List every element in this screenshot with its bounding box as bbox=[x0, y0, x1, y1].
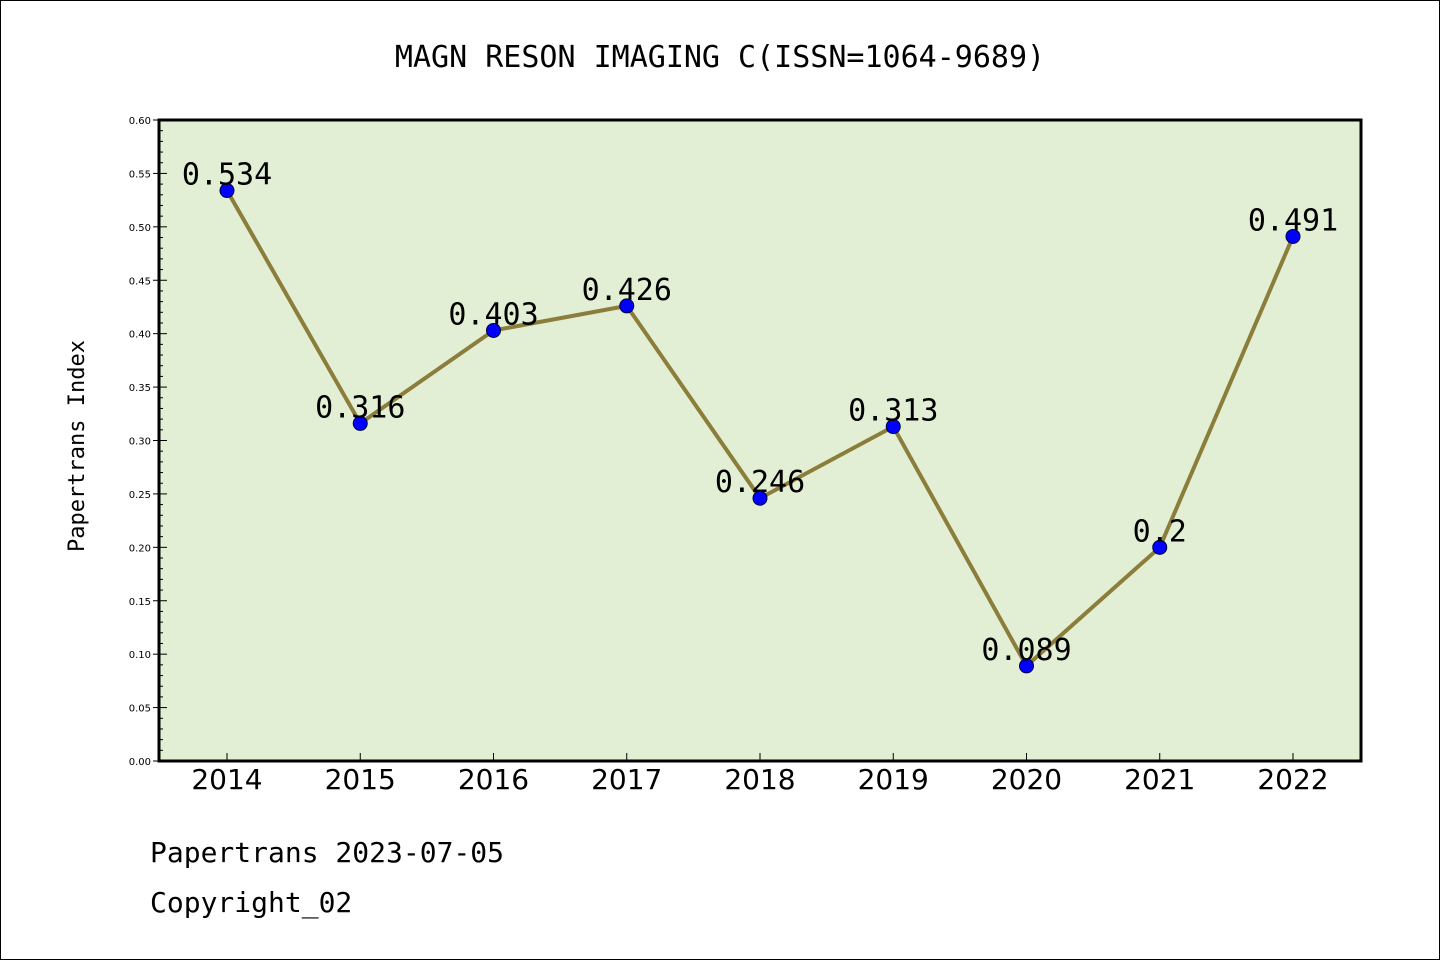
y-tick-label: 0.15 bbox=[129, 597, 151, 608]
footer-copyright: Copyright_02 bbox=[150, 886, 353, 919]
y-tick-label: 0.55 bbox=[129, 169, 151, 180]
data-label: 0.534 bbox=[182, 158, 272, 193]
data-point-marker bbox=[619, 298, 635, 314]
data-labels: 0.534 0.316 0.403 0.426 0.246 0.313 0.089 0.2 0.… bbox=[182, 158, 1338, 668]
x-tick-label: 2017 bbox=[591, 763, 662, 796]
y-axis-ticks: 0.00 0.05 0.10 0.15 0.20 0.25 0.30 0.35 0.40 0.45… bbox=[129, 116, 159, 768]
y-tick-label: 0.40 bbox=[129, 330, 151, 341]
y-tick-label: 0.00 bbox=[129, 757, 151, 768]
data-point-marker bbox=[1285, 228, 1301, 244]
x-tick-label: 2019 bbox=[858, 763, 929, 796]
x-tick-label: 2022 bbox=[1257, 763, 1328, 796]
y-tick-label: 0.10 bbox=[129, 650, 151, 661]
x-tick-label: 2015 bbox=[325, 763, 396, 796]
data-point-marker bbox=[885, 419, 901, 435]
x-axis-ticks: 2014 2015 2016 2017 2018 2019 2020 2021 2022 bbox=[191, 753, 1329, 796]
data-label: 0.313 bbox=[848, 394, 938, 429]
y-tick-label: 0.50 bbox=[129, 223, 151, 234]
data-point-marker bbox=[486, 322, 501, 338]
y-axis-label: Papertrans Index bbox=[65, 340, 90, 552]
data-label: 0.491 bbox=[1248, 203, 1338, 238]
chart-title: MAGN RESON IMAGING C(ISSN=1064-9689) bbox=[395, 40, 1045, 75]
y-tick-label: 0.35 bbox=[129, 383, 151, 394]
series-markers bbox=[219, 183, 1301, 674]
x-tick-label: 2018 bbox=[724, 763, 795, 796]
data-label: 0.426 bbox=[582, 273, 672, 308]
footer-date: Papertrans 2023-07-05 bbox=[150, 836, 505, 869]
y-tick-label: 0.25 bbox=[129, 490, 151, 501]
data-label: 0.089 bbox=[981, 633, 1071, 668]
y-tick-label: 0.45 bbox=[129, 276, 151, 287]
x-tick-label: 2020 bbox=[991, 763, 1062, 796]
x-tick-label: 2014 bbox=[191, 763, 262, 796]
y-tick-label: 0.20 bbox=[129, 543, 151, 554]
plot-area bbox=[159, 120, 1361, 761]
data-point-marker bbox=[1152, 539, 1168, 555]
data-point-marker bbox=[352, 415, 368, 431]
data-label: 0.246 bbox=[715, 465, 805, 500]
plot-border bbox=[157, 118, 1363, 763]
data-point-marker bbox=[219, 183, 235, 199]
data-point-marker bbox=[752, 490, 768, 506]
data-point-marker bbox=[1019, 658, 1034, 674]
data-label: 0.2 bbox=[1133, 514, 1187, 549]
data-label: 0.403 bbox=[448, 297, 538, 332]
data-label: 0.316 bbox=[315, 390, 405, 425]
y-tick-label: 0.30 bbox=[129, 437, 151, 448]
x-tick-label: 2016 bbox=[458, 763, 529, 796]
y-tick-label: 0.05 bbox=[129, 704, 151, 715]
y-tick-label: 0.60 bbox=[129, 116, 151, 127]
x-tick-label: 2021 bbox=[1124, 763, 1195, 796]
